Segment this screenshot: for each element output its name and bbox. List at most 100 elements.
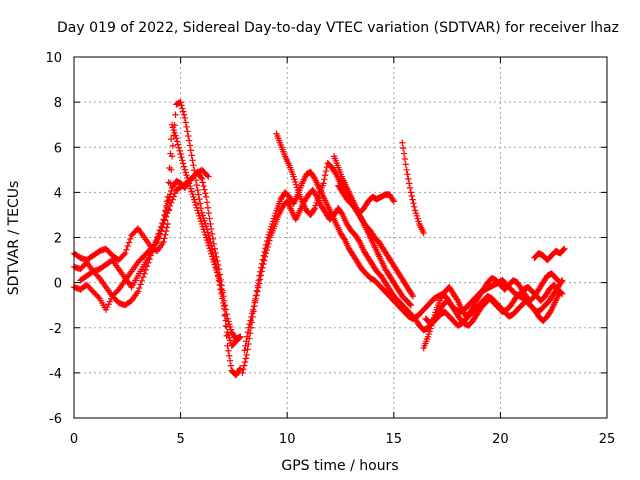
data-point [559,290,566,298]
data-point [408,192,415,200]
data-point [203,199,211,206]
data-point [120,251,128,258]
data-point [198,175,206,183]
data-point [188,152,195,159]
data-point [217,276,224,284]
data-point [211,245,218,252]
data-point [190,162,197,169]
data-point [95,293,102,301]
data-point [219,287,226,294]
data-point [244,329,252,336]
data-point [181,114,189,122]
data-point [134,288,142,295]
data-point [137,281,144,288]
data-point [175,144,183,151]
data-point [227,362,235,369]
x-tick-label: 10 [279,432,296,447]
data-point [243,351,250,359]
data-points [70,98,568,379]
data-point [155,233,162,240]
data-point [192,176,200,184]
data-point [178,102,185,109]
data-point [405,180,413,187]
data-point [390,198,397,205]
y-axis-title: SDTVAR / TECUs [6,181,22,296]
y-tick-label: 8 [54,96,62,111]
data-point [185,137,193,144]
data-point [165,206,172,213]
y-tick-label: 2 [54,232,62,247]
data-point [221,301,229,309]
data-point [187,147,195,154]
data-point [168,199,175,206]
data-point [248,313,255,321]
data-point [161,235,168,242]
data-point [244,346,251,353]
data-point [202,193,210,201]
data-point [226,352,233,359]
data-point [200,182,207,190]
data-point [556,278,563,285]
data-point [246,320,253,328]
data-point [121,250,129,257]
data-point [179,157,186,164]
data-point [221,312,229,320]
y-tick-label: 6 [54,141,62,156]
data-point [255,280,263,287]
data-point [168,187,175,195]
data-point [237,365,244,372]
data-point [203,172,211,179]
data-point [241,358,249,366]
x-tick-label: 0 [70,432,78,447]
data-point [399,139,406,146]
data-point [170,193,177,200]
data-point [178,153,185,161]
data-point [262,250,270,257]
data-point [166,202,174,210]
data-point [201,186,208,193]
data-point [556,279,564,286]
data-point [208,225,215,233]
data-point [409,196,416,203]
data-point [243,338,250,345]
data-point [400,150,408,157]
data-point [264,243,271,251]
data-point [179,105,186,112]
data-point [255,284,262,291]
y-tick-labels: -6 -4 -2 0 2 4 6 8 10 [45,51,62,427]
data-point [266,237,273,244]
data-point [226,357,234,364]
data-point [186,142,194,149]
data-point [405,175,412,183]
data-point [185,132,192,140]
y-tick-label: -6 [49,412,62,427]
data-point [407,189,415,196]
series-arc-12 [422,281,566,329]
data-point [173,138,181,145]
data-point [162,213,170,220]
data-point [260,257,268,264]
data-point [406,301,414,308]
data-point [160,238,167,246]
y-tick-label: -2 [49,322,62,337]
data-point [156,230,163,237]
data-point [189,157,196,164]
data-point [205,173,212,180]
data-point [210,240,218,248]
data-point [320,180,327,187]
data-point [249,310,256,317]
data-point [177,98,184,106]
data-point [182,119,189,126]
data-point [408,291,416,299]
data-point [406,184,414,192]
data-point [242,355,250,362]
data-point [207,220,214,228]
data-point [223,332,230,340]
data-point [258,268,265,275]
data-point [183,123,190,131]
data-point [225,347,232,354]
data-point [171,190,179,197]
data-point [222,322,229,330]
data-point [157,227,165,234]
